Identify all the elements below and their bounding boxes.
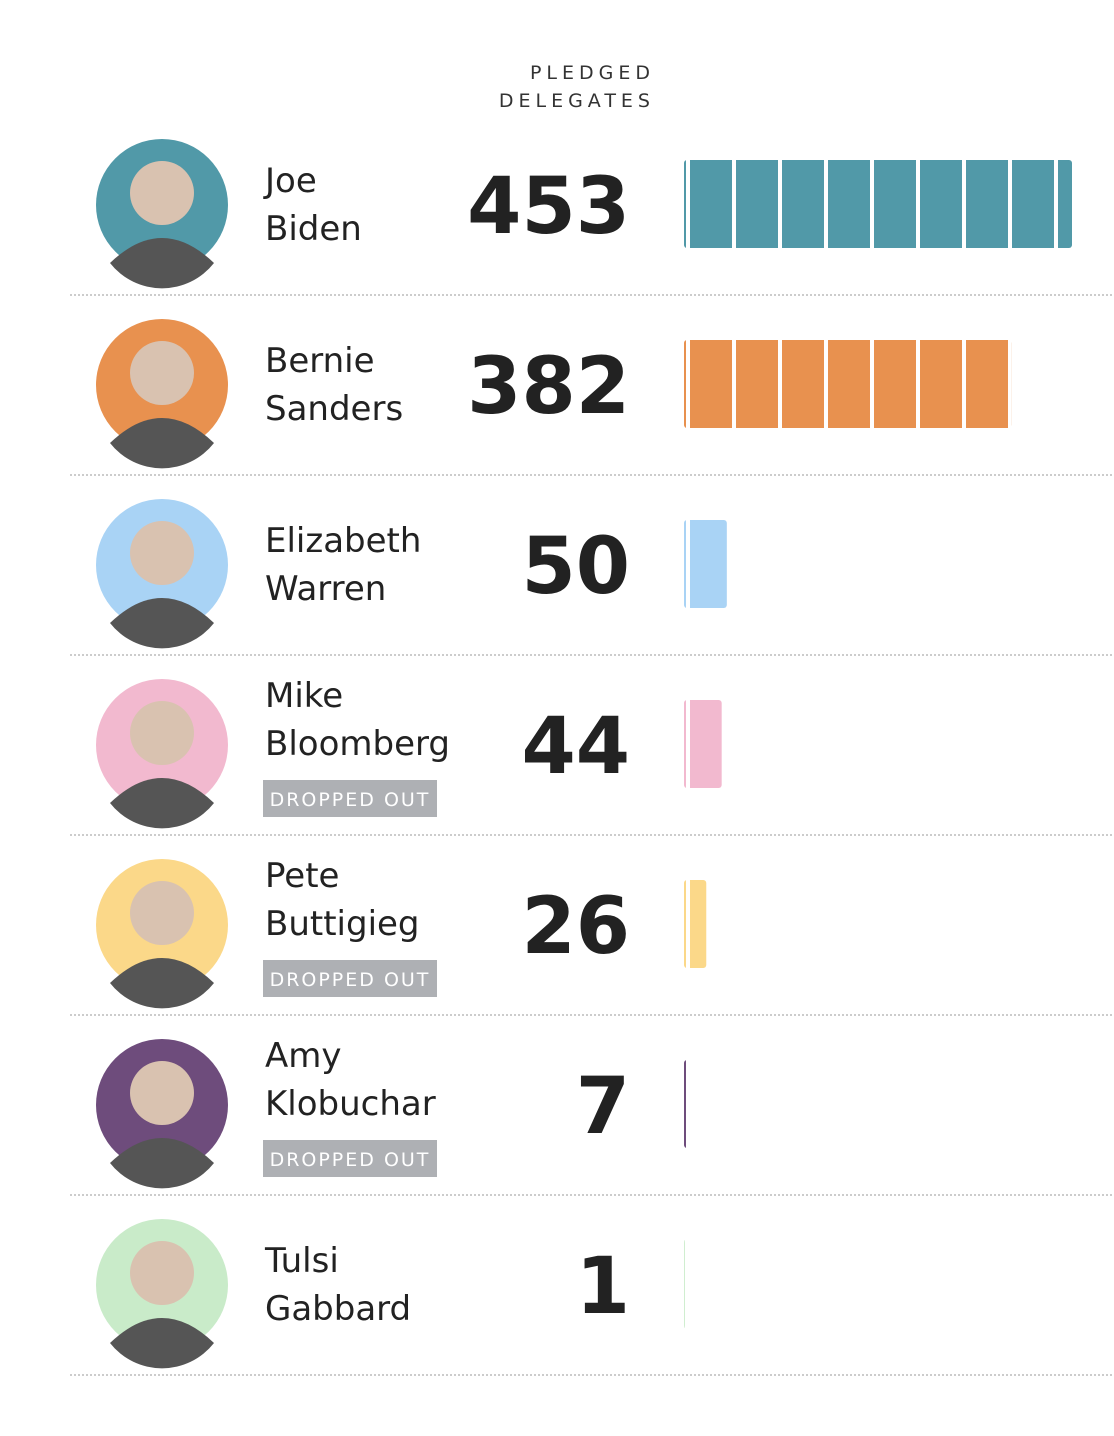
candidate-first-name: Joe	[263, 161, 317, 201]
delegate-count: 453	[467, 162, 630, 252]
delegate-count: 26	[521, 882, 630, 972]
candidate-first-name: Amy	[265, 1036, 342, 1076]
portrait-body	[110, 958, 214, 1009]
status-label: DROPPED OUT	[270, 969, 431, 991]
bar-segments	[684, 1060, 690, 1148]
delegate-count: 1	[576, 1242, 630, 1332]
portrait-head	[130, 341, 194, 405]
value-title: DELEGATES	[499, 90, 655, 112]
portrait-head	[130, 881, 194, 945]
candidate-first-name: Tulsi	[264, 1241, 339, 1281]
candidate-last-name: Buttigieg	[265, 904, 420, 944]
portrait-body	[110, 1318, 214, 1369]
candidate-last-name: Bloomberg	[265, 724, 450, 764]
status-badge	[263, 780, 437, 817]
bar-segments	[684, 520, 727, 608]
portrait-body	[110, 598, 214, 649]
bar-segments	[684, 340, 1012, 428]
bar-segments	[684, 700, 722, 788]
candidate-first-name: Pete	[265, 856, 339, 896]
delegate-count: 7	[576, 1062, 630, 1152]
status-badge	[263, 960, 437, 997]
status-badge	[263, 1140, 437, 1177]
status-label: DROPPED OUT	[270, 1149, 431, 1171]
status-label: DROPPED OUT	[270, 789, 431, 811]
bar-segments	[684, 1240, 685, 1328]
candidate-last-name: Klobuchar	[265, 1084, 436, 1124]
portrait-body	[110, 1138, 214, 1189]
value-title: PLEDGED	[530, 62, 655, 84]
portrait-head	[130, 1061, 194, 1125]
portrait-body	[110, 778, 214, 829]
portrait-head	[130, 161, 194, 225]
candidate-last-name: Gabbard	[265, 1289, 411, 1329]
bar-segments	[684, 880, 707, 968]
portrait-head	[130, 521, 194, 585]
candidate-first-name: Mike	[265, 676, 343, 716]
delegate-count: 382	[467, 342, 630, 432]
portrait-body	[110, 418, 214, 469]
delegate-count: 44	[521, 702, 630, 792]
candidate-last-name: Sanders	[265, 389, 403, 429]
candidate-first-name: Bernie	[265, 341, 375, 381]
portrait-head	[130, 1241, 194, 1305]
candidate-last-name: Warren	[265, 569, 386, 609]
delegate-count: 50	[521, 522, 630, 612]
bar-segments	[684, 160, 1072, 248]
candidate-first-name: Elizabeth	[265, 521, 421, 561]
portrait-head	[130, 701, 194, 765]
portrait-body	[110, 238, 214, 289]
candidate-last-name: Biden	[265, 209, 362, 249]
